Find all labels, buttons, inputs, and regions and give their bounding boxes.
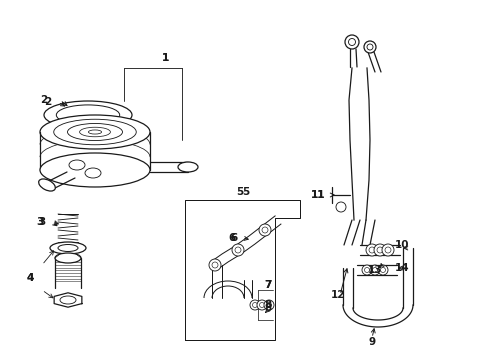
Circle shape <box>369 265 379 275</box>
Text: 7: 7 <box>264 280 271 290</box>
Text: 9: 9 <box>367 337 375 347</box>
Text: 4: 4 <box>26 273 34 283</box>
Ellipse shape <box>40 115 150 149</box>
Circle shape <box>361 265 371 275</box>
Ellipse shape <box>85 168 101 178</box>
Text: 3: 3 <box>38 217 45 227</box>
Circle shape <box>381 244 393 256</box>
Circle shape <box>208 259 221 271</box>
Circle shape <box>259 224 270 236</box>
Text: 6: 6 <box>230 233 237 243</box>
Circle shape <box>365 244 377 256</box>
Circle shape <box>231 244 244 256</box>
Ellipse shape <box>50 242 86 254</box>
Text: 11: 11 <box>310 190 325 200</box>
Ellipse shape <box>58 244 78 252</box>
Text: 12: 12 <box>330 290 345 300</box>
Text: 2: 2 <box>41 95 47 105</box>
Text: 7: 7 <box>264 280 271 290</box>
Ellipse shape <box>39 179 55 191</box>
Text: 5: 5 <box>236 187 243 197</box>
Text: 2: 2 <box>44 97 52 107</box>
Text: 6: 6 <box>228 233 235 243</box>
Ellipse shape <box>40 153 150 187</box>
Circle shape <box>345 35 358 49</box>
Ellipse shape <box>178 162 198 172</box>
Text: 1: 1 <box>161 53 168 63</box>
Circle shape <box>335 202 346 212</box>
Text: 5: 5 <box>242 187 249 197</box>
Ellipse shape <box>55 253 81 263</box>
Text: 8: 8 <box>264 300 271 310</box>
Ellipse shape <box>60 296 76 304</box>
Ellipse shape <box>69 160 85 170</box>
Text: 10: 10 <box>394 240 408 250</box>
Text: 3: 3 <box>36 217 43 227</box>
Circle shape <box>373 244 385 256</box>
Text: 14: 14 <box>394 263 408 273</box>
Text: 8: 8 <box>264 303 271 313</box>
Text: 13: 13 <box>367 265 382 275</box>
Circle shape <box>377 265 387 275</box>
Text: 1: 1 <box>161 53 168 63</box>
Circle shape <box>257 300 266 310</box>
Circle shape <box>363 41 375 53</box>
Circle shape <box>249 300 260 310</box>
Circle shape <box>264 300 273 310</box>
Text: 11: 11 <box>310 190 325 200</box>
Text: 4: 4 <box>26 273 34 283</box>
